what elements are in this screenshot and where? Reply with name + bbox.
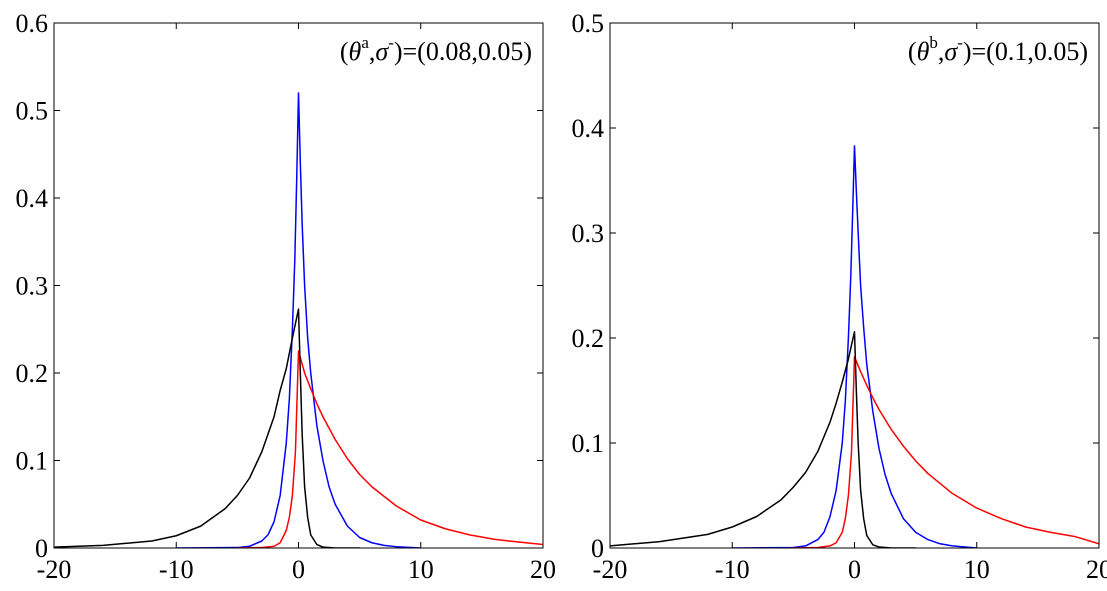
left-series-red-line (236, 350, 543, 548)
right-x-tick-label: -20 (593, 555, 628, 584)
right-x-tick-label: -10 (715, 555, 750, 584)
right-x-tick-label: 20 (1086, 555, 1107, 584)
right-parameter-annotation: (θb,σ-)=(0.1,0.05) (908, 33, 1088, 66)
left-parameter-annotation: (θa,σ-)=(0.08,0.05) (340, 33, 532, 66)
left-x-tick-label: 20 (530, 555, 556, 584)
right-y-tick-label: 0.1 (572, 429, 605, 458)
right-series-red-line (792, 356, 1099, 548)
right-series-blue-line (731, 145, 978, 548)
left-y-tick-label: 0.4 (16, 184, 49, 213)
left-y-tick-label: 0.3 (16, 272, 49, 301)
left-y-tick-label: 0.6 (16, 9, 49, 38)
left-x-tick-label: -10 (159, 555, 194, 584)
left-y-tick-label: 0.2 (16, 359, 49, 388)
right-y-tick-label: 0.3 (572, 219, 605, 248)
right-y-tick-label: 0.2 (572, 324, 605, 353)
left-x-tick-label: -20 (37, 555, 72, 584)
right-series-black-line (610, 330, 917, 548)
right-axis-frame (609, 22, 1100, 549)
right-x-tick-label: 10 (964, 555, 990, 584)
left-y-tick-label: 0 (35, 534, 48, 563)
left-y-tick-label: 0.5 (16, 97, 49, 126)
left-x-tick-label: 0 (292, 555, 305, 584)
chart-left-panel: -20 -10 0 10 20 0 0.1 0.2 0.3 0.4 0.5 0.6 (θa,σ-)=(0… (16, 9, 557, 584)
left-x-tick-label: 10 (408, 555, 434, 584)
left-y-tick-label: 0.1 (16, 447, 49, 476)
chart-right-panel: -20 -10 0 10 20 0 0.1 0.2 0.3 0.4 0.5 (θb,σ-)=(0.1,… (572, 9, 1107, 584)
left-series-black-line (54, 308, 361, 548)
right-x-tick-label: 0 (848, 555, 861, 584)
right-y-tick-label: 0.5 (572, 9, 605, 38)
right-y-tick-label: 0.4 (572, 114, 605, 143)
right-y-tick-label: 0 (591, 534, 604, 563)
left-series-blue-line (175, 92, 422, 548)
